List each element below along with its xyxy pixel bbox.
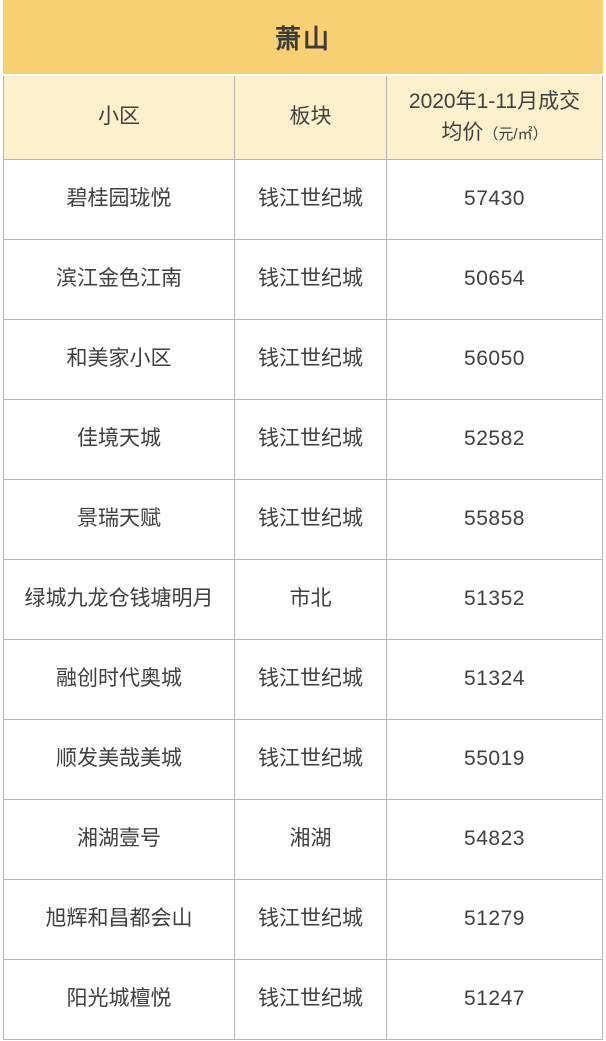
price-cell: 51247 xyxy=(387,960,602,1040)
price-cell: 52582 xyxy=(387,400,602,480)
price-cell: 51279 xyxy=(387,880,602,960)
district-cell: 钱江世纪城 xyxy=(235,480,387,560)
table-row: 景瑞天赋 钱江世纪城 55858 xyxy=(4,480,602,560)
price-header-text: 2020年1-11月成交均价（元/㎡） xyxy=(401,87,588,148)
district-cell: 钱江世纪城 xyxy=(235,320,387,400)
column-header-community: 小区 xyxy=(4,76,235,160)
community-cell: 景瑞天赋 xyxy=(4,480,235,560)
table-row: 佳境天城 钱江世纪城 52582 xyxy=(4,400,602,480)
district-cell: 湘湖 xyxy=(235,800,387,880)
table-title: 萧山 xyxy=(3,0,603,76)
district-cell: 钱江世纪城 xyxy=(235,240,387,320)
community-cell: 融创时代奥城 xyxy=(4,640,235,720)
price-cell: 51352 xyxy=(387,560,602,640)
community-cell: 滨江金色江南 xyxy=(4,240,235,320)
community-cell: 阳光城檀悦 xyxy=(4,960,235,1040)
price-cell: 57430 xyxy=(387,160,602,240)
price-cell: 50654 xyxy=(387,240,602,320)
price-cell: 51324 xyxy=(387,640,602,720)
table-row: 滨江金色江南 钱江世纪城 50654 xyxy=(4,240,602,320)
table-row: 绿城九龙仓钱塘明月 市北 51352 xyxy=(4,560,602,640)
table-row: 湘湖壹号 湘湖 54823 xyxy=(4,800,602,880)
community-cell: 佳境天城 xyxy=(4,400,235,480)
price-cell: 55019 xyxy=(387,720,602,800)
table-grid: 小区 板块 2020年1-11月成交均价（元/㎡） 碧桂园珑悦 钱江世纪城 57… xyxy=(3,76,603,1040)
community-cell: 碧桂园珑悦 xyxy=(4,160,235,240)
district-cell: 钱江世纪城 xyxy=(235,640,387,720)
table-row: 顺发美哉美城 钱江世纪城 55019 xyxy=(4,720,602,800)
community-cell: 绿城九龙仓钱塘明月 xyxy=(4,560,235,640)
community-cell: 顺发美哉美城 xyxy=(4,720,235,800)
district-cell: 钱江世纪城 xyxy=(235,160,387,240)
district-cell: 钱江世纪城 xyxy=(235,880,387,960)
price-table: 萧山 小区 板块 2020年1-11月成交均价（元/㎡） 碧桂园珑悦 钱江世纪城… xyxy=(3,0,603,1040)
table-row: 碧桂园珑悦 钱江世纪城 57430 xyxy=(4,160,602,240)
table-header-row: 小区 板块 2020年1-11月成交均价（元/㎡） xyxy=(4,76,602,160)
price-header-unit: （元/㎡） xyxy=(483,125,548,143)
column-header-price: 2020年1-11月成交均价（元/㎡） xyxy=(387,76,602,160)
table-row: 阳光城檀悦 钱江世纪城 51247 xyxy=(4,960,602,1040)
community-cell: 和美家小区 xyxy=(4,320,235,400)
column-header-district: 板块 xyxy=(235,76,387,160)
price-cell: 54823 xyxy=(387,800,602,880)
price-cell: 56050 xyxy=(387,320,602,400)
district-cell: 钱江世纪城 xyxy=(235,960,387,1040)
table-row: 融创时代奥城 钱江世纪城 51324 xyxy=(4,640,602,720)
table-row: 旭辉和昌都会山 钱江世纪城 51279 xyxy=(4,880,602,960)
district-cell: 钱江世纪城 xyxy=(235,400,387,480)
community-cell: 湘湖壹号 xyxy=(4,800,235,880)
price-cell: 55858 xyxy=(387,480,602,560)
district-cell: 市北 xyxy=(235,560,387,640)
price-header-label: 2020年1-11月成交均价 xyxy=(408,90,581,144)
community-cell: 旭辉和昌都会山 xyxy=(4,880,235,960)
district-cell: 钱江世纪城 xyxy=(235,720,387,800)
table-row: 和美家小区 钱江世纪城 56050 xyxy=(4,320,602,400)
table-rows-container: 碧桂园珑悦 钱江世纪城 57430 滨江金色江南 钱江世纪城 50654 和美家… xyxy=(4,160,602,1040)
